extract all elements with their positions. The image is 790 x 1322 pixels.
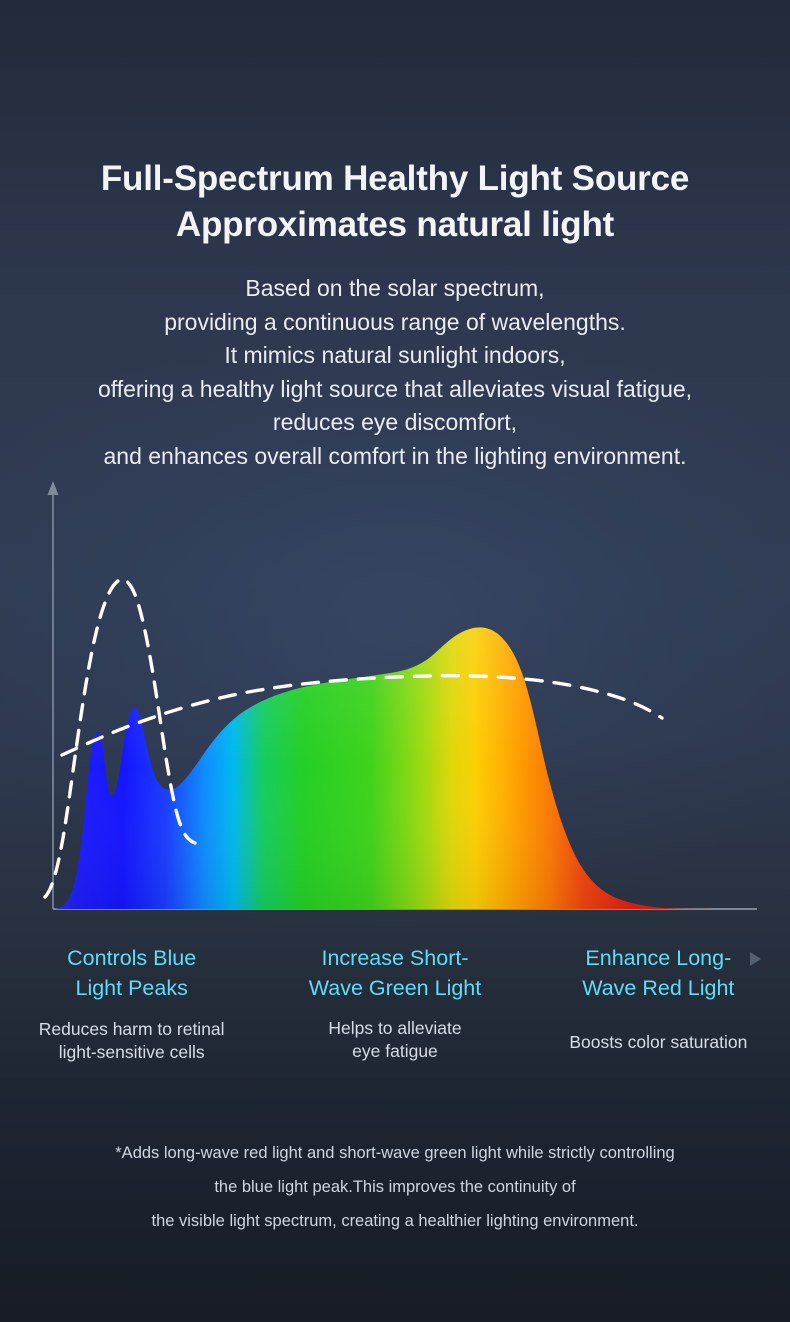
- intro-line-5: reduces eye discomfort,: [272, 409, 518, 435]
- feature-desc-3: Boosts color saturation: [569, 1032, 748, 1052]
- page-title-line-2: Approximates natural light: [175, 205, 615, 245]
- feature-desc-2: Helps to alleviate eye fatigue: [328, 1018, 462, 1061]
- footnote-line-3: the visible light spectrum, creating a h…: [151, 1212, 639, 1230]
- feature-title-2: Increase Short- Wave Green Light: [308, 946, 482, 1000]
- footnote: *Adds long-wave red light and short-wave…: [0, 1136, 790, 1238]
- feature-increase-short-wave-green-light[interactable]: Increase Short- Wave Green Light Helps t…: [263, 943, 526, 1063]
- footnote-line-1: *Adds long-wave red light and short-wave…: [115, 1144, 675, 1162]
- intro-line-4: offering a healthy light source that all…: [97, 375, 693, 402]
- play-arrow-icon[interactable]: [750, 952, 761, 966]
- intro-paragraph: Based on the solar spectrum, providing a…: [0, 272, 790, 473]
- intro-line-2: providing a continuous range of waveleng…: [164, 308, 626, 335]
- intro-line-6: and enhances overall comfort in the ligh…: [103, 442, 687, 469]
- feature-title-3: Enhance Long- Wave Red Light: [582, 946, 735, 1000]
- intro-line-3: It mimics natural sunlight indoors,: [224, 342, 566, 368]
- page-title-line-1: Full-Spectrum Healthy Light Source: [100, 159, 690, 199]
- feature-controls-blue-light-peaks[interactable]: Controls Blue Light Peaks Reduces harm t…: [0, 943, 263, 1064]
- feature-desc-1: Reduces harm to retinal light-sensitive …: [38, 1019, 225, 1062]
- spectrum-area: [53, 627, 757, 909]
- feature-title-1: Controls Blue Light Peaks: [67, 946, 197, 1000]
- spectrum-chart: [0, 470, 790, 930]
- blue-peak-reference-curve: [43, 577, 197, 899]
- solar-reference-curve: [60, 673, 664, 757]
- page-title: Full-Spectrum Healthy Light Source Appro…: [0, 156, 790, 248]
- feature-columns: Controls Blue Light Peaks Reduces harm t…: [0, 943, 790, 1064]
- intro-line-1: Based on the solar spectrum,: [245, 275, 545, 301]
- footnote-line-2: the blue light peak.This improves the co…: [214, 1178, 576, 1196]
- feature-enhance-long-wave-red-light[interactable]: Enhance Long- Wave Red Light Boosts colo…: [527, 943, 790, 1054]
- y-axis: [47, 481, 59, 909]
